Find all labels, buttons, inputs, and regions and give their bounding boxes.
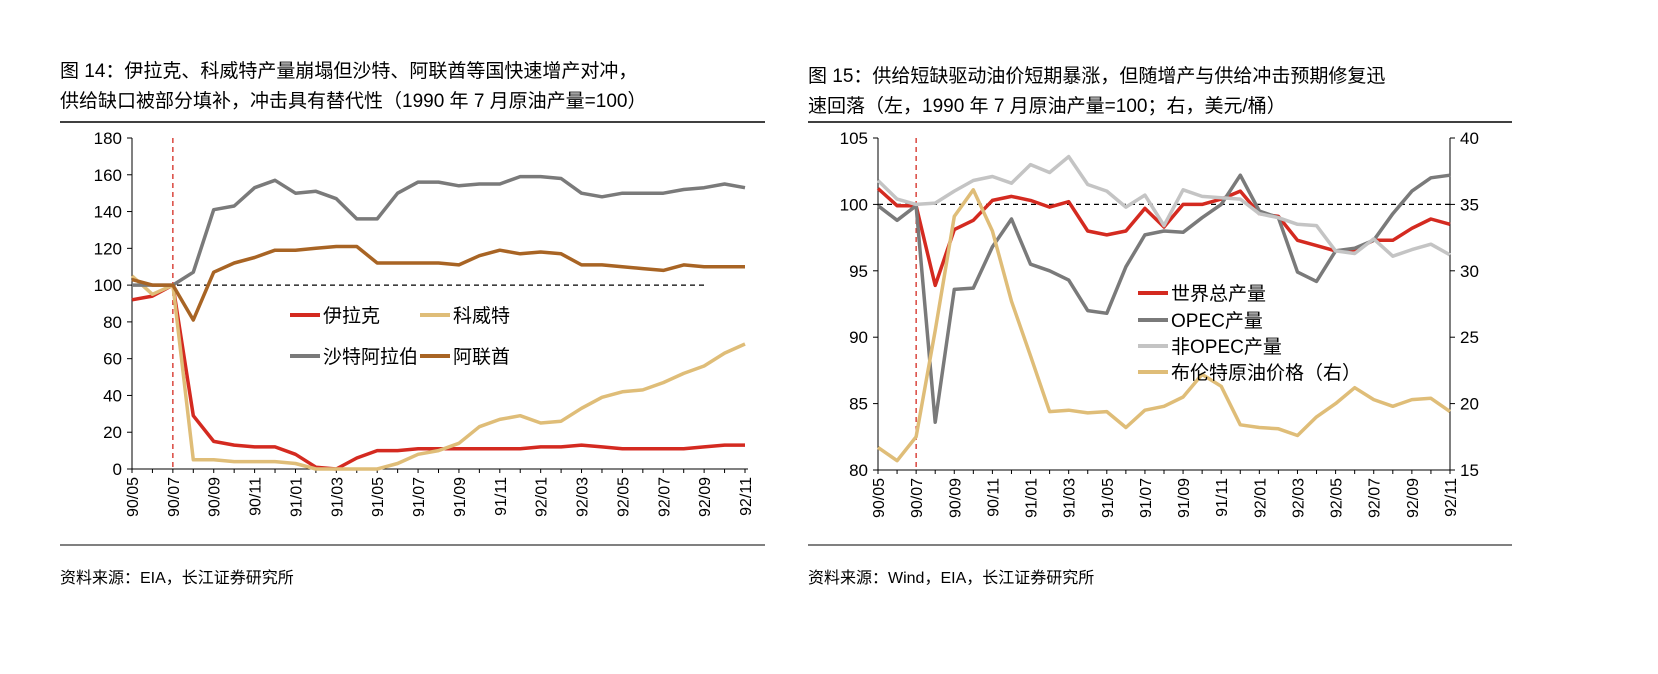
chart14-x-tick-label: 91/05 (370, 477, 387, 517)
chart15-x-tick-label: 91/05 (1100, 478, 1117, 518)
chart14-series-line-0 (131, 283, 745, 471)
chart-14-title: 图 14：伊拉克、科威特产量崩塌但沙特、阿联酋等国快速增产对冲， 供给缺口被部分… (60, 57, 646, 117)
chart14-x-tick-label: 90/05 (125, 477, 142, 517)
chart-14-source: 资料来源：EIA，长江证券研究所 (60, 570, 294, 587)
chart14-y-tick-label: 140 (94, 203, 122, 222)
chart14-series-line-1 (130, 274, 746, 471)
chart14-x-tick-label: 91/01 (288, 477, 305, 517)
chart14-x-tick-label: 92/01 (534, 477, 551, 517)
chart15-x-tick-label: 91/03 (1062, 478, 1079, 518)
chart14-series-line-3 (131, 244, 745, 322)
chart14-y-tick-label: 120 (94, 239, 122, 258)
chart-15-title-line1: 图 15：供给短缺驱动油价短期暴涨，但随增产与供给冲击预期修复迅 (808, 66, 1386, 87)
chart14-legend-label-3: 阿联酋 (453, 346, 510, 368)
chart15-y-tick-label: 80 (849, 461, 868, 480)
chart15-x-tick-label: 90/11 (985, 478, 1002, 517)
chart15-y2-tick-label: 30 (1460, 262, 1479, 281)
chart14-x-tick-label: 90/11 (248, 477, 265, 516)
chart14-x-tick-label: 92/09 (697, 477, 714, 517)
chart14-y-tick-label: 80 (103, 313, 122, 332)
chart15-y2-tick-label: 15 (1460, 461, 1479, 480)
chart15-y-tick-label: 100 (840, 195, 868, 214)
chart14-y-tick-label: 100 (94, 276, 122, 295)
chart15-y2-tick-label: 25 (1460, 328, 1479, 347)
chart14-x-tick-label: 91/09 (452, 477, 469, 517)
chart-15-title: 图 15：供给短缺驱动油价短期暴涨，但随增产与供给冲击预期修复迅 速回落（左，1… (808, 62, 1385, 122)
chart14-x-tick-label: 91/11 (493, 477, 510, 516)
chart15-legend-label-0: 世界总产量 (1171, 283, 1266, 305)
chart15-x-tick-label: 91/01 (1024, 478, 1041, 518)
chart14-y-tick-label: 160 (94, 166, 122, 185)
chart15-legend-label-2: 非OPEC产量 (1171, 336, 1282, 358)
chart15-y-tick-label: 105 (840, 129, 868, 148)
chart14-legend-label-2: 沙特阿拉伯 (323, 346, 418, 368)
chart15-x-tick-label: 92/03 (1290, 478, 1307, 518)
chart15-x-tick-label: 91/11 (1214, 478, 1231, 517)
chart15-x-tick-label: 92/05 (1329, 478, 1346, 518)
chart15-x-tick-label: 91/09 (1176, 478, 1193, 518)
chart-15-title-line2: 速回落（左，1990 年 7 月原油产量=100；右，美元/桶） (808, 96, 1286, 117)
chart15-legend-label-1: OPEC产量 (1171, 310, 1263, 332)
chart15-x-tick-label: 92/09 (1405, 478, 1422, 518)
chart14-x-tick-label: 92/03 (575, 477, 592, 517)
chart14-y-tick-label: 60 (103, 350, 122, 369)
chart14-x-tick-label: 92/07 (656, 477, 673, 517)
chart14-x-tick-label: 90/07 (166, 477, 183, 517)
chart14-y-tick-label: 20 (103, 423, 122, 442)
chart14-x-tick-label: 92/11 (738, 477, 755, 516)
chart15-x-tick-label: 90/09 (947, 478, 964, 518)
chart14-x-tick-label: 91/03 (329, 477, 346, 517)
chart-14-title-line1: 图 14：伊拉克、科威特产量崩塌但沙特、阿联酋等国快速增产对冲， (60, 61, 638, 82)
chart14-legend-label-0: 伊拉克 (323, 305, 380, 327)
chart15-legend-label-3: 布伦特原油价格（右） (1171, 362, 1361, 384)
chart15-x-tick-label: 92/01 (1252, 478, 1269, 518)
chart-14-title-line2: 供给缺口被部分填补，冲击具有替代性（1990 年 7 月原油产量=100） (60, 91, 647, 112)
chart-15-source: 资料来源：Wind，EIA，长江证券研究所 (808, 570, 1095, 587)
chart15-x-tick-label: 91/07 (1138, 478, 1155, 518)
chart15-x-tick-label: 90/07 (909, 478, 926, 518)
chart15-x-tick-label: 90/05 (871, 478, 888, 518)
chart14-series-line-2 (132, 174, 746, 287)
chart15-y2-tick-label: 35 (1460, 195, 1479, 214)
chart14-x-tick-label: 92/05 (615, 477, 632, 517)
chart14-legend-label-1: 科威特 (453, 305, 510, 327)
chart14-y-tick-label: 0 (113, 460, 122, 479)
chart14-x-tick-label: 90/09 (207, 477, 224, 517)
chart15-y-tick-label: 90 (849, 328, 868, 347)
chart15-series-line-2 (876, 154, 1451, 258)
chart14-y-tick-label: 40 (103, 386, 122, 405)
chart15-series-line-3 (876, 188, 1452, 463)
chart14-x-tick-label: 91/07 (411, 477, 428, 517)
chart15-series-line-1 (876, 173, 1451, 424)
chart15-x-tick-label: 92/11 (1443, 478, 1460, 517)
chart15-x-tick-label: 92/07 (1367, 478, 1384, 518)
chart14-y-tick-label: 180 (94, 129, 122, 148)
chart15-y2-tick-label: 40 (1460, 129, 1479, 148)
chart15-y2-tick-label: 20 (1460, 395, 1479, 414)
chart15-y-tick-label: 85 (849, 395, 868, 414)
chart15-y-tick-label: 95 (849, 262, 868, 281)
